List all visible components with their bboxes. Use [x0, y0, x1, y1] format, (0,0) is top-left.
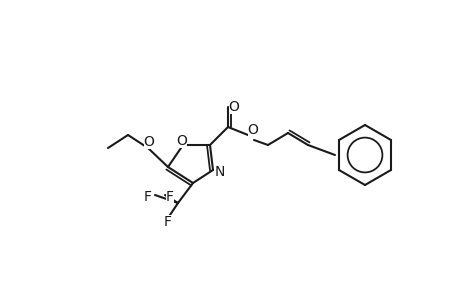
Text: F: F [164, 215, 172, 229]
Text: O: O [143, 135, 154, 149]
Text: N: N [214, 165, 225, 179]
Text: O: O [247, 123, 258, 137]
Text: O: O [176, 134, 187, 148]
Text: O: O [228, 100, 239, 114]
Text: F: F [144, 190, 151, 204]
Text: F: F [166, 190, 174, 204]
